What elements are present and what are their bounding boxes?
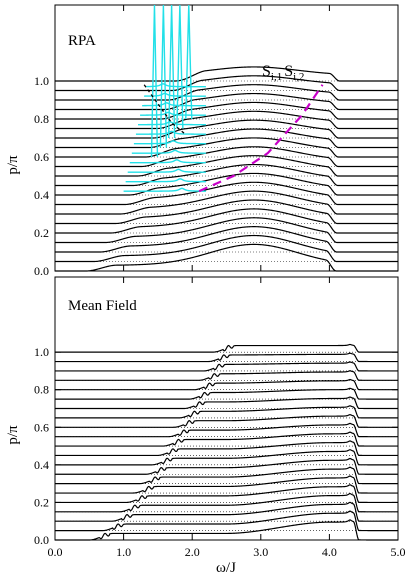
- spectrum-curve: [55, 181, 398, 206]
- spectrum-curve: [55, 92, 398, 111]
- y-tick-label: 0.2: [34, 226, 49, 240]
- spectrum-curve: [55, 101, 398, 120]
- rpa-y-axis-label: p/π: [5, 155, 21, 175]
- spectrum-curve: [55, 370, 398, 381]
- rpa-cyan-curve: [123, 187, 206, 192]
- y-tick-label: 0.0: [34, 264, 49, 278]
- mean-field-spectra: [55, 343, 398, 541]
- spectrum-curve: [55, 475, 398, 494]
- spectrum-curve: [55, 449, 398, 466]
- spectrum-curve: [55, 128, 398, 149]
- x-tick-label: 0.0: [48, 545, 63, 559]
- y-tick-label: 0.6: [34, 420, 49, 434]
- spectrum-curve: [55, 492, 398, 513]
- rpa-cyan-spike: [150, 4, 159, 158]
- rpa-y-ticks: 0.0 0.2 0.4 0.6 0.8 1.0: [34, 74, 398, 278]
- y-tick-label: 0.4: [34, 188, 49, 202]
- rpa-cyan-curve: [138, 121, 206, 126]
- spectrum-curve: [55, 208, 398, 234]
- mean-field-x-ticks: 0.0 1.0 2.0 3.0 4.0 5.0: [48, 277, 406, 559]
- spectrum-curve: [55, 234, 398, 263]
- rpa-magenta-dispersion: [198, 84, 324, 193]
- spectrum-curve: [55, 519, 398, 541]
- spectrum-curve: [55, 387, 398, 400]
- x-axis-label: ω/J: [216, 560, 236, 576]
- rpa-cyan-curve: [127, 168, 206, 173]
- spectrum-curve: [55, 352, 398, 363]
- spectrum-curve: [55, 190, 398, 215]
- rpa-cyan-spike: [176, 4, 184, 129]
- spectrum-curve: [55, 343, 398, 353]
- rpa-cyan-curve: [133, 140, 206, 145]
- rpa-cyan-curve: [135, 130, 206, 135]
- spectrum-curve: [55, 217, 398, 244]
- x-tick-label: 1.0: [116, 545, 131, 559]
- rpa-cyan-curve: [125, 178, 206, 183]
- spectrum-curve: [55, 431, 398, 447]
- spectrum-curve: [55, 172, 398, 196]
- y-tick-label: 0.8: [34, 383, 49, 397]
- rpa-cyan-spike: [159, 4, 168, 148]
- spectrum-curve: [55, 119, 398, 139]
- spectrum-curve: [55, 405, 398, 419]
- spectrum-curve: [55, 440, 398, 457]
- rpa-panel: 0.0 0.2 0.4 0.6 0.8 1.0 RPA Si,1 Si,2 p/π: [5, 4, 399, 278]
- mean-field-panel: 0.0 0.2 0.4 0.6 0.8 1.0 0.0 1.0 2.0 3.0 4.0 5.0 Me…: [5, 276, 406, 576]
- spectrum-curve: [55, 414, 398, 428]
- operator-s1: S: [262, 63, 271, 80]
- rpa-cyan-spike: [185, 4, 193, 120]
- y-tick-label: 1.0: [34, 74, 49, 88]
- spectrum-curve: [55, 378, 398, 391]
- rpa-cyan-curve: [129, 159, 206, 164]
- rpa-panel-label: RPA: [68, 33, 96, 49]
- spectrum-curve: [55, 163, 398, 187]
- spectrum-curve: [55, 137, 398, 158]
- rpa-cyan-curve: [146, 83, 206, 88]
- rpa-spectra: [55, 66, 398, 272]
- spectrum-curve: [55, 457, 398, 475]
- spectrum-curve: [55, 501, 398, 522]
- spectrum-curve: [55, 422, 398, 438]
- spectrum-curve: [55, 361, 398, 372]
- operator-label: Si,1 Si,2: [262, 63, 304, 83]
- rpa-cyan-curve: [140, 111, 206, 116]
- mean-field-y-ticks: 0.0 0.2 0.4 0.6 0.8 1.0: [34, 345, 398, 547]
- x-tick-label: 2.0: [185, 545, 200, 559]
- operator-s2: S: [284, 63, 293, 80]
- spectrum-curve: [55, 510, 398, 532]
- spectrum-curve: [55, 155, 398, 177]
- operator-sub2: i,2: [293, 71, 304, 83]
- spectrum-curve: [55, 75, 398, 92]
- rpa-cyan-spike: [167, 4, 176, 139]
- spectrum-curve: [55, 243, 398, 272]
- spectrum-curve: [55, 226, 398, 253]
- y-tick-label: 1.0: [34, 345, 49, 359]
- mean-field-panel-label: Mean Field: [68, 298, 137, 314]
- x-tick-label: 4.0: [322, 545, 337, 559]
- y-tick-label: 0.4: [34, 458, 49, 472]
- spectrum-curve: [55, 66, 398, 82]
- x-tick-label: 3.0: [253, 545, 268, 559]
- mean-field-y-axis-label: p/π: [5, 425, 21, 445]
- rpa-cyan-curve: [131, 149, 206, 154]
- spectrum-curve: [55, 146, 398, 168]
- spectrum-curve: [55, 396, 398, 410]
- y-tick-label: 0.2: [34, 495, 49, 509]
- rpa-x-ticks: [54, 5, 399, 271]
- y-tick-label: 0.8: [34, 112, 49, 126]
- operator-sub1: i,1: [271, 71, 282, 83]
- spectrum-curve: [55, 110, 398, 130]
- spectrum-curve: [55, 199, 398, 225]
- rpa-cyan-curve: [144, 92, 206, 97]
- spectrum-curve: [55, 484, 398, 504]
- rpa-cyan-spikes: [123, 4, 206, 192]
- rpa-black-dashed-line: [143, 84, 186, 135]
- y-tick-label: 0.0: [34, 533, 49, 547]
- y-tick-label: 0.6: [34, 150, 49, 164]
- x-tick-label: 5.0: [391, 545, 406, 559]
- spectrum-curve: [55, 84, 398, 101]
- spectrum-curve: [55, 466, 398, 485]
